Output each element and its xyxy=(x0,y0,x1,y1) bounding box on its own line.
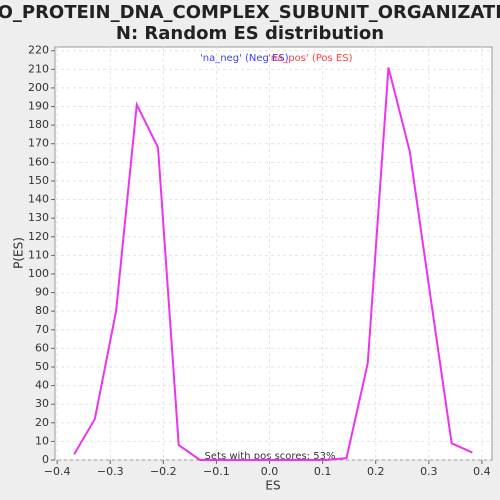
y-tick-label: 0 xyxy=(42,453,49,466)
y-tick-label: 80 xyxy=(35,304,49,317)
y-tick-label: 90 xyxy=(35,286,49,299)
y-tick-label: 120 xyxy=(28,230,49,243)
x-tick-label: −0.1 xyxy=(203,465,230,478)
y-tick-label: 220 xyxy=(28,44,49,57)
x-tick-label: 0.3 xyxy=(420,465,438,478)
y-tick-label: 180 xyxy=(28,118,49,131)
y-tick-label: 130 xyxy=(28,211,49,224)
y-tick-label: 110 xyxy=(28,248,49,261)
y-tick-label: 20 xyxy=(35,416,49,429)
y-tick-label: 200 xyxy=(28,81,49,94)
y-tick-label: 210 xyxy=(28,62,49,75)
x-tick-label: −0.4 xyxy=(44,465,71,478)
legend-entry: 'na_neg' (Neg ES) xyxy=(200,53,289,64)
y-tick-label: 150 xyxy=(28,174,49,187)
y-axis-label: P(ES) xyxy=(12,237,26,269)
y-tick-label: 170 xyxy=(28,137,49,150)
y-tick-label: 50 xyxy=(35,360,49,373)
chart-title: GO_PROTEIN_DNA_COMPLEX_SUBUNIT_ORGANIZAT… xyxy=(0,2,500,23)
data-line xyxy=(73,67,473,461)
y-tick-label: 100 xyxy=(28,267,49,280)
x-tick-label: −0.3 xyxy=(97,465,124,478)
y-tick-label: 140 xyxy=(28,193,49,206)
y-tick-label: 10 xyxy=(35,434,49,447)
x-tick-label: 0.0 xyxy=(261,465,279,478)
x-tick-label: −0.2 xyxy=(150,465,177,478)
y-tick-label: 30 xyxy=(35,397,49,410)
legend-entry: 'na_pos' (Pos ES) xyxy=(268,53,353,64)
chart-title: N: Random ES distribution xyxy=(116,23,384,44)
x-tick-label: 0.1 xyxy=(314,465,332,478)
x-axis-label: ES xyxy=(265,479,280,493)
y-tick-label: 70 xyxy=(35,323,49,336)
y-tick-label: 60 xyxy=(35,341,49,354)
y-tick-label: 190 xyxy=(28,100,49,113)
plot-area xyxy=(54,46,493,461)
y-tick-label: 160 xyxy=(28,155,49,168)
x-tick-label: 0.2 xyxy=(367,465,385,478)
x-tick-label: 0.4 xyxy=(473,465,491,478)
y-tick-label: 40 xyxy=(35,379,49,392)
